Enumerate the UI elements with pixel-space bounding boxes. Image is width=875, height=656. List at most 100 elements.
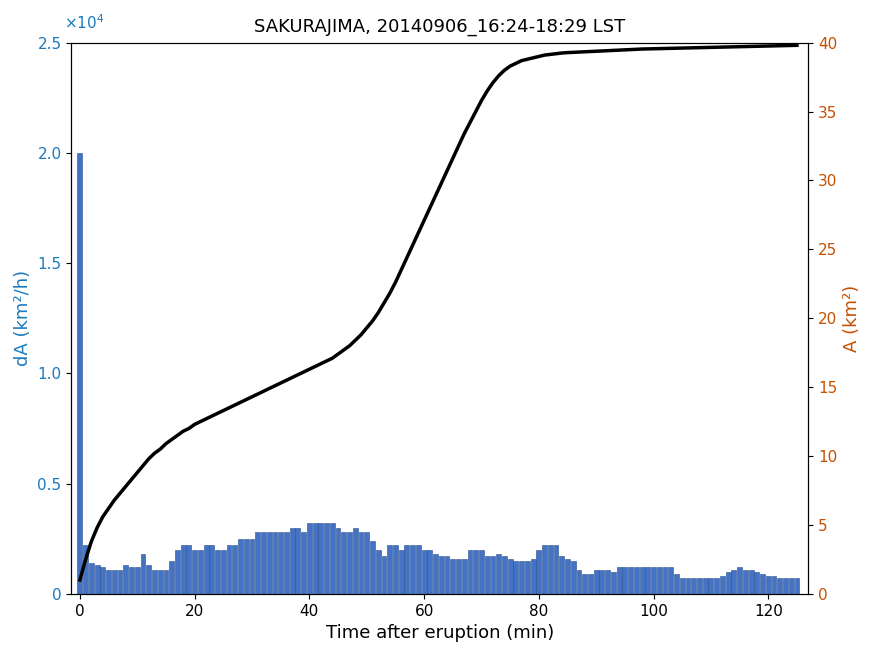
Bar [640,567,645,594]
Bar [697,579,702,594]
Bar [181,545,186,594]
Bar [198,550,203,594]
Bar [548,545,553,594]
X-axis label: Time after eruption (min): Time after eruption (min) [326,624,554,642]
Bar [375,550,381,594]
Bar [267,532,271,594]
Bar [359,532,363,594]
Bar [238,539,243,594]
Bar [261,532,266,594]
Bar [754,572,760,594]
Bar [112,569,116,594]
Bar [703,579,708,594]
Bar [433,554,438,594]
Bar [422,550,426,594]
Title: SAKURAJIMA, 20140906_16:24-18:29 LST: SAKURAJIMA, 20140906_16:24-18:29 LST [255,18,626,36]
Bar [777,579,782,594]
Bar [353,527,358,594]
Bar [227,545,232,594]
Bar [318,523,323,594]
Bar [220,550,226,594]
Bar [559,556,564,594]
Bar [668,567,673,594]
Bar [347,532,352,594]
Bar [606,569,610,594]
Bar [662,567,668,594]
Bar [330,523,335,594]
Bar [714,579,719,594]
Bar [473,550,478,594]
Bar [646,567,650,594]
Bar [594,569,598,594]
Bar [399,550,403,594]
Bar [651,567,656,594]
Bar [467,550,472,594]
Bar [364,532,369,594]
Bar [507,558,513,594]
Bar [788,579,794,594]
Bar [233,545,237,594]
Bar [577,569,581,594]
Bar [158,569,163,594]
Bar [485,556,490,594]
Bar [766,576,771,594]
Bar [130,567,134,594]
Bar [152,569,157,594]
Bar [617,567,621,594]
Bar [530,558,536,594]
Bar [382,556,387,594]
Bar [709,579,713,594]
Bar [783,579,788,594]
Bar [78,153,82,594]
Bar [680,579,685,594]
Bar [312,523,318,594]
Bar [404,545,410,594]
Bar [536,550,542,594]
Bar [244,539,248,594]
Bar [444,556,450,594]
Bar [209,545,214,594]
Bar [451,558,455,594]
Bar [215,550,220,594]
Bar [542,545,547,594]
Bar [628,567,633,594]
Bar [456,558,461,594]
Bar [106,569,111,594]
Bar [685,579,690,594]
Y-axis label: dA (km²/h): dA (km²/h) [14,270,31,366]
Bar [462,558,466,594]
Bar [393,545,398,594]
Bar [141,554,145,594]
Bar [749,569,753,594]
Bar [336,527,340,594]
Bar [554,545,558,594]
Bar [307,523,312,594]
Bar [186,545,192,594]
Bar [255,532,260,594]
Bar [164,569,168,594]
Bar [439,556,444,594]
Y-axis label: A (km²): A (km²) [844,285,861,352]
Text: $\times 10^4$: $\times 10^4$ [64,13,104,31]
Bar [169,561,174,594]
Bar [634,567,639,594]
Bar [502,556,507,594]
Bar [272,532,277,594]
Bar [301,532,306,594]
Bar [117,569,122,594]
Bar [691,579,696,594]
Bar [278,532,284,594]
Bar [89,563,94,594]
Bar [622,567,627,594]
Bar [479,550,484,594]
Bar [427,550,432,594]
Bar [175,550,180,594]
Bar [720,576,724,594]
Bar [611,572,616,594]
Bar [284,532,289,594]
Bar [324,523,329,594]
Bar [370,541,374,594]
Bar [772,576,776,594]
Bar [410,545,415,594]
Bar [416,545,421,594]
